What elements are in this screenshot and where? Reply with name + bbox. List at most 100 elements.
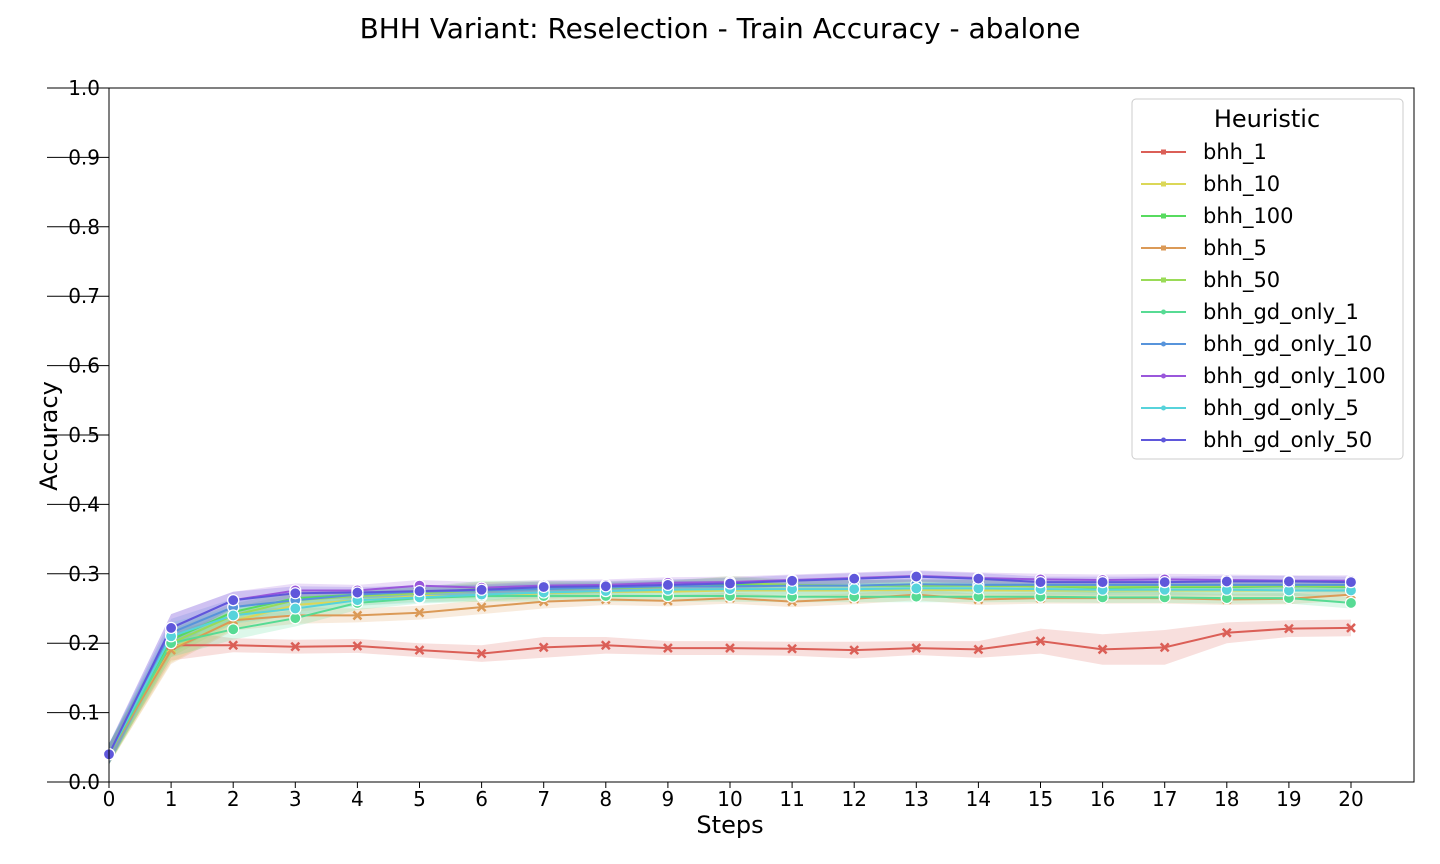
point-bhh_gd_only_50 bbox=[537, 580, 550, 594]
x-tick-label: 19 bbox=[1276, 787, 1301, 811]
point-bhh_1 bbox=[414, 645, 425, 656]
point-bhh_gd_only_50 bbox=[1096, 576, 1109, 589]
legend: Heuristic bhh_1 bhh_10 bhh_100 bhh_5 bhh_50b… bbox=[1131, 98, 1404, 460]
point-bhh_1 bbox=[1035, 636, 1046, 647]
point-bhh_1 bbox=[849, 645, 860, 656]
point-bhh_gd_only_50 bbox=[413, 585, 426, 598]
x-tick-label: 11 bbox=[779, 787, 804, 811]
point-bhh_gd_only_50 bbox=[723, 577, 737, 590]
point-bhh_gd_only_50 bbox=[661, 578, 675, 592]
point-bhh_gd_only_50 bbox=[1034, 576, 1047, 589]
confidence-bands bbox=[109, 570, 1351, 765]
point-bhh_1 bbox=[476, 648, 487, 659]
legend-marker bbox=[1161, 341, 1166, 347]
legend-label: bhh_5 bbox=[1203, 236, 1267, 261]
point-bhh_1 bbox=[1159, 642, 1170, 653]
point-bhh_1 bbox=[1284, 623, 1294, 634]
legend-item-bhh_gd_only_10: bhh_gd_only_10 bbox=[1141, 332, 1372, 357]
x-tick-label: 17 bbox=[1152, 787, 1177, 811]
y-tick-label: 0.3 bbox=[68, 562, 100, 586]
point-bhh_gd_only_50 bbox=[1158, 576, 1171, 589]
band-bhh_1 bbox=[109, 619, 1351, 763]
point-bhh_1 bbox=[663, 643, 673, 653]
legend-label: bhh_50 bbox=[1203, 268, 1280, 293]
series-markers bbox=[102, 569, 1358, 761]
point-bhh_1 bbox=[973, 644, 984, 655]
point-bhh_5 bbox=[414, 607, 425, 618]
point-bhh_1 bbox=[600, 640, 611, 651]
point-bhh_1 bbox=[1097, 644, 1108, 655]
y-tick-label: 0.8 bbox=[68, 215, 100, 239]
legend-label: bhh_gd_only_1 bbox=[1203, 300, 1359, 325]
point-bhh_1 bbox=[787, 643, 797, 654]
legend-box bbox=[1131, 98, 1404, 460]
legend-marker bbox=[1161, 277, 1166, 283]
point-bhh_gd_only_1 bbox=[227, 623, 240, 636]
point-bhh_1 bbox=[911, 643, 922, 653]
y-tick-label: 0.5 bbox=[68, 423, 100, 447]
x-tick-label: 16 bbox=[1090, 787, 1115, 811]
legend-item-bhh_gd_only_50: bhh_gd_only_50 bbox=[1141, 428, 1372, 453]
legend-marker bbox=[1161, 405, 1166, 411]
point-bhh_gd_only_50 bbox=[972, 572, 985, 585]
point-bhh_1 bbox=[228, 640, 239, 651]
legend-label: bhh_gd_only_100 bbox=[1203, 364, 1386, 389]
legend-label: bhh_1 bbox=[1203, 140, 1267, 165]
y-tick-label: 0.0 bbox=[68, 770, 100, 794]
legend-item-bhh_1: bhh_1 bbox=[1141, 140, 1267, 165]
point-bhh_gd_only_5 bbox=[848, 582, 861, 596]
y-tick-label: 0.4 bbox=[68, 492, 100, 516]
point-bhh_gd_only_50 bbox=[599, 580, 612, 593]
point-bhh_1 bbox=[538, 642, 549, 653]
legend-item-bhh_gd_only_100: bhh_gd_only_100 bbox=[1141, 364, 1386, 389]
x-tick-label: 12 bbox=[841, 787, 866, 811]
legend-marker bbox=[1161, 245, 1166, 251]
x-tick-label: 1 bbox=[165, 787, 178, 811]
x-tick-label: 10 bbox=[717, 787, 742, 811]
legend-item-bhh_100: bhh_100 bbox=[1141, 204, 1294, 229]
legend-marker bbox=[1161, 149, 1166, 155]
y-axis: 0.0 0.1 0.2 0.3 0.4 0.5 0.6 0.7 0.8 0.9 1.0 bbox=[47, 76, 109, 794]
point-bhh_gd_only_50 bbox=[910, 570, 923, 583]
point-bhh_gd_only_50 bbox=[351, 586, 364, 599]
legend-label: bhh_100 bbox=[1203, 204, 1294, 229]
point-bhh_gd_only_50 bbox=[1344, 576, 1358, 589]
x-tick-label: 0 bbox=[103, 787, 116, 811]
x-axis: 0 1 2 3 4 5 6 7 8 9 10 11 12 13 14 15 16 17 18 19 20 bbox=[103, 782, 1364, 811]
point-bhh_gd_only_5 bbox=[910, 582, 923, 595]
legend-title: Heuristic bbox=[1214, 105, 1320, 133]
point-bhh_gd_only_50 bbox=[475, 583, 488, 596]
x-tick-label: 5 bbox=[413, 787, 426, 811]
point-bhh_gd_only_50 bbox=[165, 621, 178, 635]
legend-label: bhh_10 bbox=[1203, 172, 1280, 197]
point-bhh_1 bbox=[725, 643, 735, 653]
point-bhh_gd_only_5 bbox=[289, 602, 302, 615]
x-tick-label: 9 bbox=[662, 787, 675, 811]
legend-label: bhh_gd_only_5 bbox=[1203, 396, 1359, 421]
point-bhh_1 bbox=[1346, 623, 1356, 633]
x-tick-label: 7 bbox=[537, 787, 550, 811]
y-tick-label: 1.0 bbox=[68, 76, 100, 100]
legend-marker bbox=[1161, 309, 1166, 315]
point-bhh_gd_only_50 bbox=[289, 587, 302, 600]
point-bhh_1 bbox=[1221, 627, 1232, 638]
x-tick-label: 13 bbox=[904, 787, 929, 811]
y-tick-label: 0.2 bbox=[68, 631, 100, 655]
legend-item-bhh_10: bhh_10 bbox=[1141, 172, 1280, 197]
legend-item-bhh_gd_only_1: bhh_gd_only_1 bbox=[1141, 300, 1359, 325]
point-bhh_5 bbox=[476, 602, 487, 612]
y-tick-label: 0.7 bbox=[68, 284, 100, 308]
legend-label: bhh_gd_only_50 bbox=[1203, 428, 1372, 453]
x-tick-label: 20 bbox=[1338, 787, 1363, 811]
x-axis-label: Steps bbox=[696, 811, 763, 839]
y-tick-label: 0.1 bbox=[68, 701, 100, 725]
point-bhh_1 bbox=[290, 641, 301, 652]
point-bhh_1 bbox=[352, 641, 363, 651]
point-bhh_5 bbox=[352, 610, 363, 621]
point-bhh_gd_only_50 bbox=[848, 572, 861, 585]
y-axis-label: Accuracy bbox=[35, 381, 63, 491]
legend-label: bhh_gd_only_10 bbox=[1203, 332, 1372, 357]
y-tick-label: 0.6 bbox=[68, 354, 100, 378]
x-tick-label: 6 bbox=[475, 787, 488, 811]
